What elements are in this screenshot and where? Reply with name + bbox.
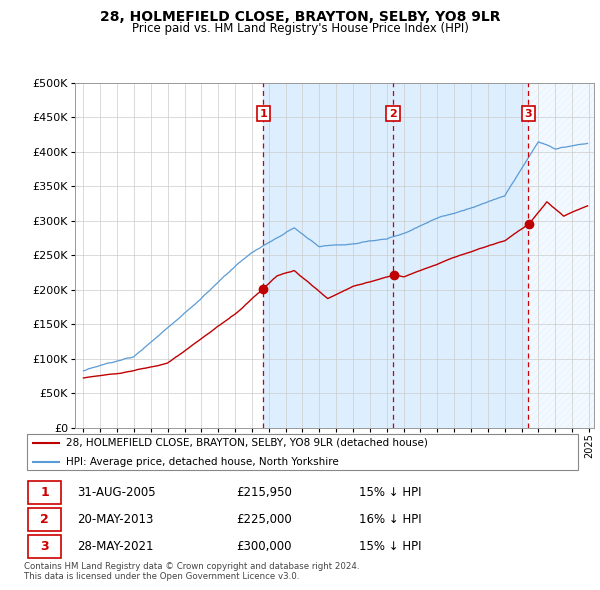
Text: 16% ↓ HPI: 16% ↓ HPI (359, 513, 421, 526)
Text: Contains HM Land Registry data © Crown copyright and database right 2024.: Contains HM Land Registry data © Crown c… (24, 562, 359, 571)
FancyBboxPatch shape (28, 535, 61, 558)
Text: 20-MAY-2013: 20-MAY-2013 (77, 513, 154, 526)
Text: £225,000: £225,000 (236, 513, 292, 526)
Text: This data is licensed under the Open Government Licence v3.0.: This data is licensed under the Open Gov… (24, 572, 299, 581)
Text: 1: 1 (259, 109, 267, 119)
Text: HPI: Average price, detached house, North Yorkshire: HPI: Average price, detached house, Nort… (66, 457, 338, 467)
FancyBboxPatch shape (27, 434, 578, 470)
Text: 15% ↓ HPI: 15% ↓ HPI (359, 540, 421, 553)
Text: 28-MAY-2021: 28-MAY-2021 (77, 540, 154, 553)
Bar (263, 83, 528, 428)
Text: £300,000: £300,000 (236, 540, 292, 553)
Text: £215,950: £215,950 (236, 486, 292, 499)
Text: 28, HOLMEFIELD CLOSE, BRAYTON, SELBY, YO8 9LR: 28, HOLMEFIELD CLOSE, BRAYTON, SELBY, YO… (100, 10, 500, 24)
Text: 2: 2 (389, 109, 397, 119)
Text: 28, HOLMEFIELD CLOSE, BRAYTON, SELBY, YO8 9LR (detached house): 28, HOLMEFIELD CLOSE, BRAYTON, SELBY, YO… (66, 438, 428, 448)
Text: 3: 3 (524, 109, 532, 119)
Text: Price paid vs. HM Land Registry's House Price Index (HPI): Price paid vs. HM Land Registry's House … (131, 22, 469, 35)
Bar (528, 83, 594, 428)
Text: 3: 3 (40, 540, 49, 553)
Text: 31-AUG-2005: 31-AUG-2005 (77, 486, 155, 499)
Bar (528, 83, 594, 428)
FancyBboxPatch shape (28, 481, 61, 504)
Text: 2: 2 (40, 513, 49, 526)
Text: 15% ↓ HPI: 15% ↓ HPI (359, 486, 421, 499)
FancyBboxPatch shape (28, 508, 61, 530)
Text: 1: 1 (40, 486, 49, 499)
